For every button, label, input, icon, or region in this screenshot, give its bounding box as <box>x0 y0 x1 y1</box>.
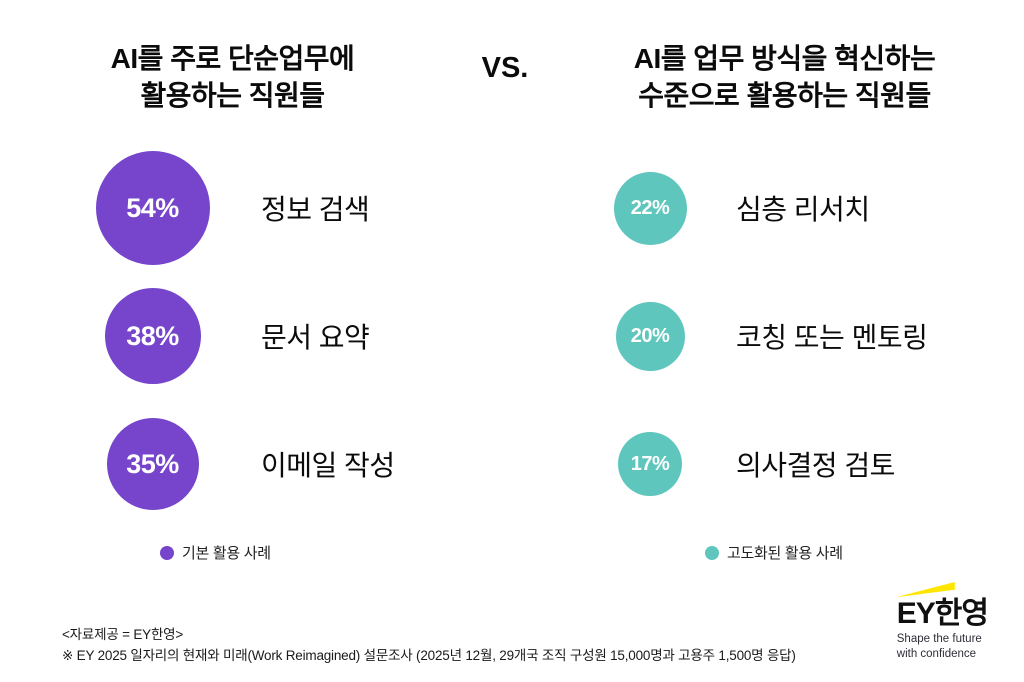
stat-label: 코칭 또는 멘토링 <box>736 322 928 353</box>
left-panel-title: AI를 주로 단순업무에 활용하는 직원들 <box>0 40 465 114</box>
ey-beam-icon <box>896 582 955 597</box>
advanced-usage-legend: 고도화된 활용 사례 <box>705 542 1024 563</box>
stat-percent: 38% <box>126 320 179 351</box>
stat-percent: 17% <box>630 452 670 475</box>
legend-dot-icon <box>705 545 719 560</box>
legend-label: 기본 활용 사례 <box>182 545 271 562</box>
stat-circle: 20% <box>615 301 685 371</box>
stat-percent: 20% <box>630 324 670 347</box>
stat-circle: 17% <box>618 432 682 496</box>
legend-dot-icon <box>160 545 174 560</box>
stat-percent: 54% <box>126 192 179 223</box>
circle-box: 54% <box>60 151 245 265</box>
ey-tagline-line2: with confidence <box>896 648 977 660</box>
stat-label: 이메일 작성 <box>261 450 395 481</box>
header: AI를 주로 단순업무에 활용하는 직원들 VS. AI를 업무 방식을 혁신하… <box>0 0 1024 114</box>
ey-logo: EY한영 Shape the future with confidence <box>896 582 989 662</box>
stat-label: 의사결정 검토 <box>736 450 895 481</box>
source-credit: <자료제공 = EY한영> <box>62 627 184 642</box>
legend-label: 고도화된 활용 사례 <box>727 545 843 562</box>
stat-row: 35% 이메일 작성 <box>60 400 520 528</box>
vs-label: VS. <box>481 52 529 84</box>
circle-box: 38% <box>60 288 245 384</box>
ey-tagline: Shape the future with confidence <box>897 632 988 662</box>
right-panel-title: AI를 업무 방식을 혁신하는 수준으로 활용하는 직원들 <box>545 40 1024 114</box>
right-title-line1: AI를 업무 방식을 혁신하는 <box>633 43 936 74</box>
stat-circle: 38% <box>104 288 201 384</box>
stat-row: 38% 문서 요약 <box>60 272 520 400</box>
stat-label: 문서 요약 <box>261 322 370 353</box>
stat-percent: 22% <box>630 196 670 219</box>
stat-label: 정보 검색 <box>261 194 370 225</box>
stat-circle: 54% <box>95 151 210 265</box>
content: 54% 정보 검색 38% 문서 요약 35% <box>0 144 1024 563</box>
stat-percent: 35% <box>126 448 179 479</box>
stat-label: 심층 리서치 <box>736 194 870 225</box>
circle-box: 35% <box>60 418 245 510</box>
circle-box: 20% <box>580 301 720 371</box>
stat-circle: 22% <box>613 171 687 245</box>
ey-tagline-line1: Shape the future <box>896 633 982 645</box>
left-title-line1: AI를 주로 단순업무에 <box>110 43 355 74</box>
stat-circle: 35% <box>106 418 199 510</box>
advanced-usage-column: 22% 심층 리서치 20% 코칭 또는 멘토링 17% <box>520 144 1024 563</box>
ey-logo-text: EY한영 <box>896 597 989 630</box>
basic-usage-legend: 기본 활용 사례 <box>160 542 520 563</box>
stat-row: 54% 정보 검색 <box>60 144 520 272</box>
circle-box: 17% <box>580 432 720 496</box>
footer: <자료제공 = EY한영> ※ EY 2025 일자리의 현재와 미래(Work… <box>62 624 796 666</box>
survey-note: ※ EY 2025 일자리의 현재와 미래(Work Reimagined) 설… <box>62 648 796 663</box>
right-title-line2: 수준으로 활용하는 직원들 <box>638 80 931 111</box>
circle-box: 22% <box>580 171 720 245</box>
stat-row: 20% 코칭 또는 멘토링 <box>580 272 1024 400</box>
left-title-line2: 활용하는 직원들 <box>140 80 325 111</box>
stat-row: 17% 의사결정 검토 <box>580 400 1024 528</box>
stat-row: 22% 심층 리서치 <box>580 144 1024 272</box>
basic-usage-column: 54% 정보 검색 38% 문서 요약 35% <box>0 144 520 563</box>
